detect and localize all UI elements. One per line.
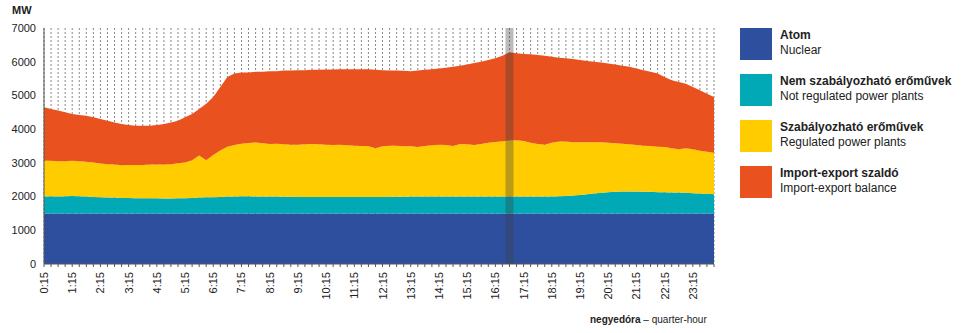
svg-text:1:15: 1:15 — [66, 272, 78, 293]
svg-text:14:15: 14:15 — [433, 272, 445, 300]
html-text:Nuclear: Nuclear — [780, 43, 822, 57]
svg-text:10:15: 10:15 — [320, 272, 332, 300]
svg-text:0:15: 0:15 — [38, 272, 50, 293]
svg-text:20:15: 20:15 — [602, 272, 614, 300]
svg-text:22:15: 22:15 — [659, 272, 671, 300]
html-text:Szabályozható erőművek: Szabályozható erőművek — [780, 120, 924, 134]
svg-text:7:15: 7:15 — [235, 272, 247, 293]
svg-text:3000: 3000 — [12, 157, 36, 169]
svg-text:21:15: 21:15 — [630, 272, 642, 300]
html-text:negyedóra – quarter-hour: negyedóra – quarter-hour — [590, 314, 707, 325]
html-text:Nem szabályozható erőművek: Nem szabályozható erőművek — [780, 74, 952, 88]
svg-text:11:15: 11:15 — [348, 272, 360, 299]
svg-text:4:15: 4:15 — [151, 272, 163, 293]
svg-text:16:15: 16:15 — [489, 272, 501, 300]
svg-text:17:15: 17:15 — [518, 272, 530, 300]
svg-text:2000: 2000 — [12, 190, 36, 202]
svg-text:12:15: 12:15 — [377, 272, 389, 300]
svg-text:3:15: 3:15 — [123, 272, 135, 293]
html-text:Regulated power plants: Regulated power plants — [780, 135, 907, 149]
svg-text:19:15: 19:15 — [574, 272, 586, 300]
svg-text:1000: 1000 — [12, 224, 36, 236]
html-text:MW: MW — [12, 4, 32, 16]
html-text:Import-export szaldó: Import-export szaldó — [780, 166, 899, 180]
svg-text:6:15: 6:15 — [207, 272, 219, 293]
html-text:Not regulated power plants: Not regulated power plants — [780, 89, 924, 103]
svg-text:2:15: 2:15 — [94, 272, 106, 293]
svg-text:6000: 6000 — [12, 56, 36, 68]
svg-text:15:15: 15:15 — [461, 272, 473, 300]
html-text:Atom: Atom — [780, 28, 811, 42]
svg-text:5000: 5000 — [12, 89, 36, 101]
svg-text:23:15: 23:15 — [687, 272, 699, 300]
svg-text:7000: 7000 — [12, 22, 36, 34]
svg-text:18:15: 18:15 — [546, 272, 558, 300]
svg-text:13:15: 13:15 — [405, 272, 417, 300]
svg-text:5:15: 5:15 — [179, 272, 191, 293]
svg-text:4000: 4000 — [12, 123, 36, 135]
svg-text:0: 0 — [30, 258, 36, 270]
html-text:Import-export balance: Import-export balance — [780, 181, 897, 195]
svg-text:9:15: 9:15 — [292, 272, 304, 293]
svg-text:8:15: 8:15 — [264, 272, 276, 293]
